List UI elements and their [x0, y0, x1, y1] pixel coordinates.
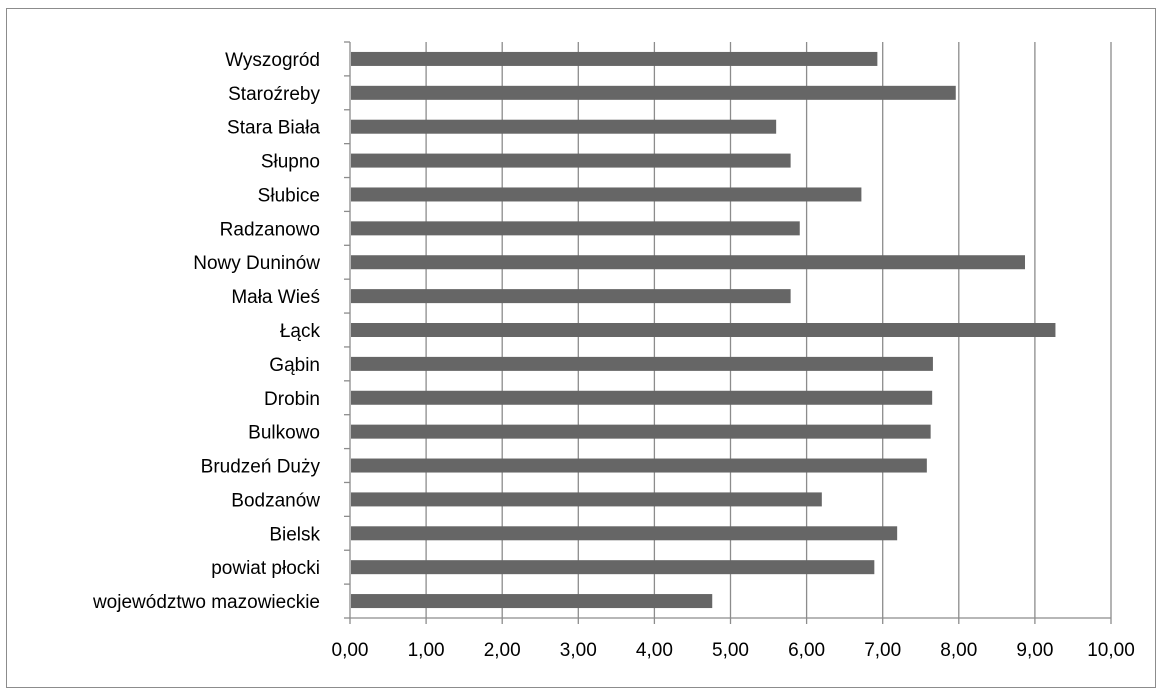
- category-label: Mała Wieś: [231, 287, 320, 308]
- category-labels: Wyszogród Staroźreby Stara Biała Słupno Słub…: [92, 50, 321, 613]
- x-tick-labels: 0,00 1,00 2,00 3,00 4,00 5,00 6,00 7,00 8,00 9,00…: [332, 640, 1135, 661]
- category-label: Nowy Duninów: [193, 253, 320, 274]
- x-tick-label: 4,00: [636, 640, 673, 661]
- category-label: Bulkowo: [248, 423, 320, 444]
- x-tick-label: 9,00: [1016, 640, 1053, 661]
- bar: [351, 119, 777, 134]
- category-label: Brudzeń Duży: [201, 457, 321, 478]
- category-label: Bodzanów: [231, 490, 320, 511]
- bar: [351, 187, 862, 202]
- bar: [351, 255, 1026, 270]
- bar: [351, 221, 800, 236]
- x-tick-label: 0,00: [332, 640, 369, 661]
- bar: [351, 526, 898, 541]
- category-label: Drobin: [264, 389, 320, 410]
- x-tick-label: 10,00: [1087, 640, 1135, 661]
- bar: [351, 458, 927, 473]
- category-label: Radzanowo: [220, 219, 320, 240]
- x-tick-label: 7,00: [864, 640, 901, 661]
- x-tick-label: 2,00: [484, 640, 521, 661]
- x-tick-label: 3,00: [560, 640, 597, 661]
- x-tick-label: 6,00: [788, 640, 825, 661]
- category-label: Łąck: [280, 321, 321, 342]
- category-label: Stara Biała: [227, 118, 320, 139]
- bar: [351, 492, 822, 507]
- category-label: Staroźreby: [228, 84, 320, 105]
- x-tick-label: 8,00: [940, 640, 977, 661]
- bar: [351, 560, 875, 575]
- bars: [351, 51, 1056, 609]
- x-tick-label: 5,00: [712, 640, 749, 661]
- category-label: Wyszogród: [225, 50, 320, 71]
- category-label: Gąbin: [269, 355, 320, 376]
- bar: [351, 153, 791, 168]
- category-label: Bielsk: [269, 524, 320, 545]
- bar: [351, 51, 878, 66]
- axes: [344, 41, 1112, 624]
- bar: [351, 85, 956, 100]
- bar: [351, 424, 931, 439]
- category-label: Słubice: [258, 185, 320, 206]
- x-tick-label: 1,00: [408, 640, 445, 661]
- bar: [351, 356, 933, 371]
- category-label: województwo mazowieckie: [92, 592, 320, 613]
- bar: [351, 390, 933, 405]
- bar: [351, 594, 713, 609]
- bar: [351, 289, 791, 304]
- category-label: powiat płocki: [211, 558, 320, 579]
- category-label: Słupno: [261, 152, 320, 173]
- bar: [351, 323, 1056, 337]
